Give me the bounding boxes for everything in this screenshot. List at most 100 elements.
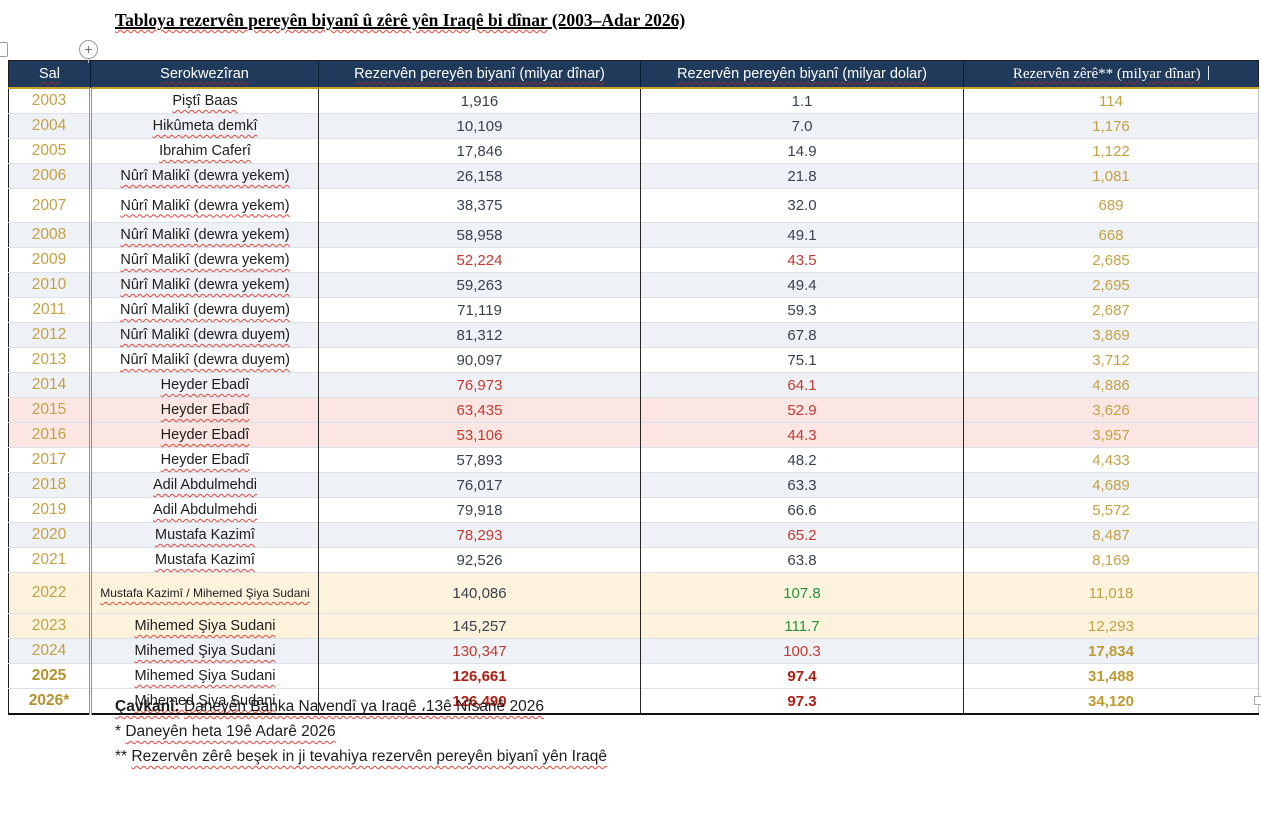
dollar-cell[interactable]: 65.2 (640, 522, 964, 548)
pm-cell[interactable]: Mustafa Kazimî (89, 522, 319, 548)
footnote-2[interactable]: ** Rezervên zêrê beşek in ji tevahiya re… (115, 748, 607, 765)
year-cell[interactable]: 2009 (8, 247, 91, 273)
year-cell[interactable]: 2011 (8, 297, 91, 323)
gold-cell[interactable]: 668 (963, 222, 1259, 248)
dollar-cell[interactable]: 48.2 (640, 447, 964, 473)
year-cell[interactable]: 2013 (8, 347, 91, 373)
pm-cell[interactable]: Mihemed Şiya Sudani (89, 613, 319, 639)
year-cell[interactable]: 2014 (8, 372, 91, 398)
pm-cell[interactable]: Nûrî Malikî (dewra yekem) (89, 163, 319, 189)
gold-cell[interactable]: 2,685 (963, 247, 1259, 273)
year-cell[interactable]: 2026* (8, 688, 91, 714)
dinar-cell[interactable]: 58,958 (318, 222, 641, 248)
table-move-handle-icon[interactable] (0, 42, 8, 57)
dinar-cell[interactable]: 92,526 (318, 547, 641, 573)
gold-cell[interactable]: 11,018 (963, 572, 1259, 614)
gold-cell[interactable]: 3,869 (963, 322, 1259, 348)
gold-cell[interactable]: 8,169 (963, 547, 1259, 573)
pm-cell[interactable]: Nûrî Malikî (dewra yekem) (89, 247, 319, 273)
gold-cell[interactable]: 114 (963, 88, 1259, 114)
year-cell[interactable]: 2008 (8, 222, 91, 248)
header-reserves-dollar[interactable]: Rezervên pereyên biyanî (milyar dolar) (640, 60, 964, 89)
pm-cell[interactable]: Ibrahim Caferî (89, 138, 319, 164)
gold-cell[interactable]: 2,695 (963, 272, 1259, 298)
pm-cell[interactable]: Mihemed Şiya Sudani (89, 663, 319, 689)
pm-cell[interactable]: Adil Abdulmehdi (89, 472, 319, 498)
pm-cell[interactable]: Piştî Baas (89, 88, 319, 114)
dinar-cell[interactable]: 126,661 (318, 663, 641, 689)
gold-cell[interactable]: 3,712 (963, 347, 1259, 373)
dollar-cell[interactable]: 49.4 (640, 272, 964, 298)
header-prime-minister[interactable]: Serokwezîran (90, 60, 319, 89)
year-cell[interactable]: 2025 (8, 663, 91, 689)
year-cell[interactable]: 2020 (8, 522, 91, 548)
dollar-cell[interactable]: 97.4 (640, 663, 964, 689)
gold-cell[interactable]: 34,120 (963, 688, 1259, 714)
dinar-cell[interactable]: 76,017 (318, 472, 641, 498)
dollar-cell[interactable]: 100.3 (640, 638, 964, 664)
dinar-cell[interactable]: 130,347 (318, 638, 641, 664)
dollar-cell[interactable]: 66.6 (640, 497, 964, 523)
year-cell[interactable]: 2021 (8, 547, 91, 573)
dinar-cell[interactable]: 81,312 (318, 322, 641, 348)
pm-cell[interactable]: Nûrî Malikî (dewra yekem) (89, 188, 319, 223)
year-cell[interactable]: 2004 (8, 113, 91, 139)
dinar-cell[interactable]: 90,097 (318, 347, 641, 373)
year-cell[interactable]: 2022 (8, 572, 91, 614)
pm-cell[interactable]: Nûrî Malikî (dewra yekem) (89, 222, 319, 248)
gold-cell[interactable]: 3,626 (963, 397, 1259, 423)
header-reserves-dinar[interactable]: Rezervên pereyên biyanî (milyar dînar) (318, 60, 641, 89)
dollar-cell[interactable]: 49.1 (640, 222, 964, 248)
dinar-cell[interactable]: 59,263 (318, 272, 641, 298)
dinar-cell[interactable]: 38,375 (318, 188, 641, 223)
dinar-cell[interactable]: 126,490 (318, 688, 641, 714)
year-cell[interactable]: 2017 (8, 447, 91, 473)
year-cell[interactable]: 2003 (31, 92, 67, 109)
gold-cell[interactable]: 1,081 (963, 163, 1259, 189)
dollar-cell[interactable]: 111.7 (640, 613, 964, 639)
dollar-cell[interactable]: 63.8 (640, 547, 964, 573)
dinar-cell[interactable]: 78,293 (318, 522, 641, 548)
dollar-cell[interactable]: 44.3 (640, 422, 964, 448)
gold-cell[interactable]: 4,689 (963, 472, 1259, 498)
gold-cell[interactable]: 3,957 (963, 422, 1259, 448)
pm-cell[interactable]: Mihemed Şiya Sudani (89, 688, 319, 714)
dinar-cell[interactable]: 71,119 (318, 297, 641, 323)
gold-cell[interactable]: 17,834 (963, 638, 1259, 664)
pm-cell[interactable]: Heyder Ebadî (89, 447, 319, 473)
year-cell[interactable]: 2024 (8, 638, 91, 664)
dinar-cell[interactable]: 17,846 (318, 138, 641, 164)
source-note[interactable]: Çavkanî: Daneyên Banka Navendî ya Iraqê … (115, 698, 544, 715)
year-cell[interactable]: 2007 (8, 188, 91, 223)
pm-cell[interactable]: Adil Abdulmehdi (89, 497, 319, 523)
dinar-cell[interactable]: 63,435 (318, 397, 641, 423)
pm-cell[interactable]: Mihemed Şiya Sudani (89, 638, 319, 664)
dollar-cell[interactable]: 14.9 (640, 138, 964, 164)
dinar-cell[interactable]: 145,257 (318, 613, 641, 639)
gold-cell[interactable]: 1,176 (963, 113, 1259, 139)
gold-cell[interactable]: 2,687 (963, 297, 1259, 323)
pm-cell[interactable]: Mustafa Kazimî / Mihemed Şiya Sudani (89, 572, 319, 614)
year-cell[interactable]: 2015 (8, 397, 91, 423)
dollar-cell[interactable]: 63.3 (640, 472, 964, 498)
pm-cell[interactable]: Heyder Ebadî (89, 372, 319, 398)
footnote-1[interactable]: * Daneyên heta 19ê Adarê 2026 (115, 723, 336, 740)
pm-cell[interactable]: Nûrî Malikî (dewra duyem) (89, 297, 319, 323)
dollar-cell[interactable]: 7.0 (640, 113, 964, 139)
year-cell[interactable]: 2012 (8, 322, 91, 348)
gold-cell[interactable]: 4,433 (963, 447, 1259, 473)
gold-cell[interactable]: 31,488 (963, 663, 1259, 689)
dollar-cell[interactable]: 52.9 (640, 397, 964, 423)
dollar-cell[interactable]: 32.0 (640, 188, 964, 223)
dollar-cell[interactable]: 59.3 (640, 297, 964, 323)
document-title[interactable]: Tabloya rezervên pereyên biyanî û zêrê y… (115, 10, 685, 31)
year-cell[interactable]: 2006 (8, 163, 91, 189)
gold-cell[interactable]: 689 (963, 188, 1259, 223)
pm-cell[interactable]: Hikûmeta demkî (89, 113, 319, 139)
dollar-cell[interactable]: 75.1 (640, 347, 964, 373)
header-year[interactable]: Sal (8, 60, 91, 89)
gold-cell[interactable]: 4,886 (963, 372, 1259, 398)
gold-cell[interactable]: 12,293 (963, 613, 1259, 639)
dinar-cell[interactable]: 76,973 (318, 372, 641, 398)
dinar-cell[interactable]: 79,918 (318, 497, 641, 523)
